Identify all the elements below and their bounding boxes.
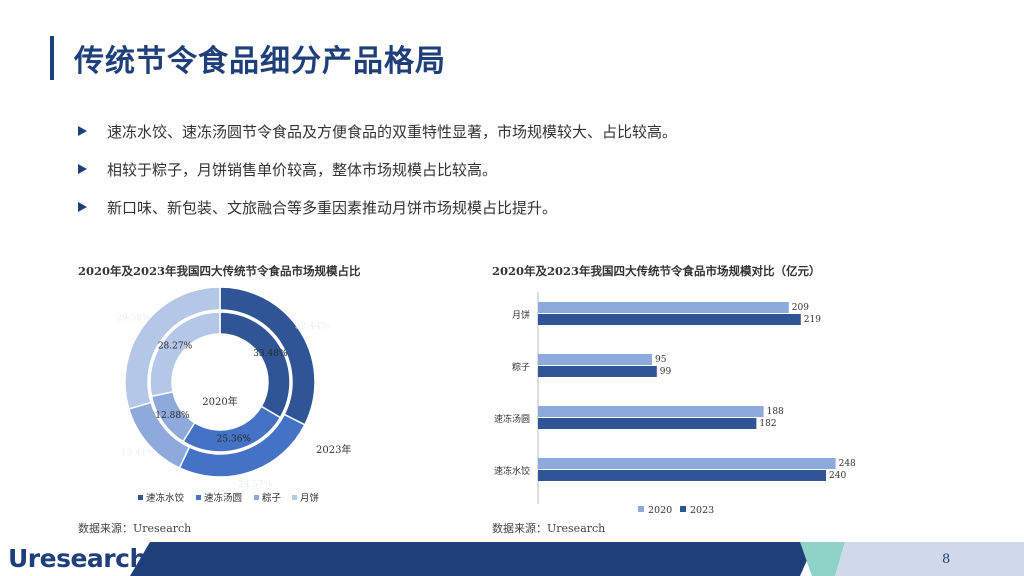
bar-2020 (538, 406, 764, 417)
bullet-list: 速冻水饺、速冻汤圆节令食品及方便食品的双重特性显著，市场规模较大、占比较高。 相… (78, 112, 978, 226)
bullet-item: 相较于粽子，月饼销售单价较高，整体市场规模占比较高。 (78, 150, 978, 188)
donut-chart: 32.44% 24.57% 13.41% 29.58% 33.48% 25.36% 12.8… (116, 286, 351, 504)
uresearch-logo: Uresearch (8, 544, 147, 573)
legend-entry: 速冻水饺 (146, 492, 185, 504)
bar-2023 (538, 314, 801, 325)
series-label-2023: 2023年 (316, 443, 351, 456)
category-label: 速冻水饺 (494, 465, 530, 477)
legend-swatch (680, 506, 686, 512)
donut-slice-2023 (124, 286, 221, 410)
page-title: 传统节令食品细分产品格局 (74, 44, 446, 79)
footer-band (0, 542, 1024, 576)
bar-2020 (538, 458, 836, 469)
donut-slice-2020 (149, 311, 221, 398)
bar-2020 (538, 302, 789, 313)
triangle-bullet-icon (78, 126, 87, 136)
slice-label: 29.58% (116, 313, 151, 323)
slice-label: 24.57% (238, 480, 273, 490)
slice-label: 28.27% (158, 341, 193, 351)
slice-label: 33.48% (253, 349, 288, 359)
slice-label: 12.88% (155, 411, 190, 421)
bar-2020 (538, 354, 652, 365)
category-label: 粽子 (512, 361, 530, 373)
data-label: 188 (767, 407, 784, 417)
bullet-item: 速冻水饺、速冻汤圆节令食品及方便食品的双重特性显著，市场规模较大、占比较高。 (78, 112, 978, 150)
slice-label: 25.36% (217, 434, 252, 444)
legend-entry: 速冻汤圆 (204, 492, 242, 504)
legend-entry: 2023 (690, 505, 714, 516)
category-label: 速冻汤圆 (494, 413, 530, 425)
data-label: 240 (829, 471, 846, 481)
legend-entry: 月饼 (300, 492, 320, 504)
legend-swatch (196, 495, 201, 500)
data-label: 182 (759, 419, 776, 429)
data-label: 95 (655, 355, 667, 365)
donut-chart-title: 2020年及2023年我国四大传统节令食品市场规模占比 (78, 264, 361, 278)
legend-entry: 2020 (648, 505, 672, 516)
title-accent-bar (50, 36, 54, 80)
triangle-bullet-icon (78, 202, 87, 212)
data-label: 99 (660, 367, 672, 377)
bullet-item: 新口味、新包装、文旅融合等多重因素推动月饼市场规模占比提升。 (78, 188, 978, 226)
bar-2023 (538, 418, 757, 429)
data-label: 219 (804, 315, 821, 325)
category-label: 月饼 (512, 309, 530, 321)
legend-swatch (638, 506, 644, 512)
legend-swatch (254, 495, 259, 500)
bar-2023 (538, 366, 657, 377)
page-number: 8 (942, 552, 951, 567)
data-label: 248 (839, 459, 856, 469)
data-label: 209 (792, 303, 809, 313)
slice-label: 13.41% (121, 448, 156, 458)
legend-entry: 粽子 (262, 492, 282, 504)
bar-chart: 月饼 209 219 粽子 95 99 速冻汤圆 188 182 速冻水饺 248 240 2020 20… (494, 292, 856, 516)
legend-swatch (138, 495, 143, 500)
triangle-bullet-icon (78, 164, 87, 174)
series-label-2020: 2020年 (202, 395, 237, 408)
legend-swatch (292, 495, 297, 500)
donut-chart-source: 数据来源：Uresearch (78, 522, 192, 535)
slice-label: 32.44% (295, 321, 330, 331)
bar-chart-title: 2020年及2023年我国四大传统节令食品市场规模对比（亿元） (492, 264, 821, 278)
bar-chart-source: 数据来源：Uresearch (492, 522, 606, 535)
bar-2023 (538, 470, 826, 481)
